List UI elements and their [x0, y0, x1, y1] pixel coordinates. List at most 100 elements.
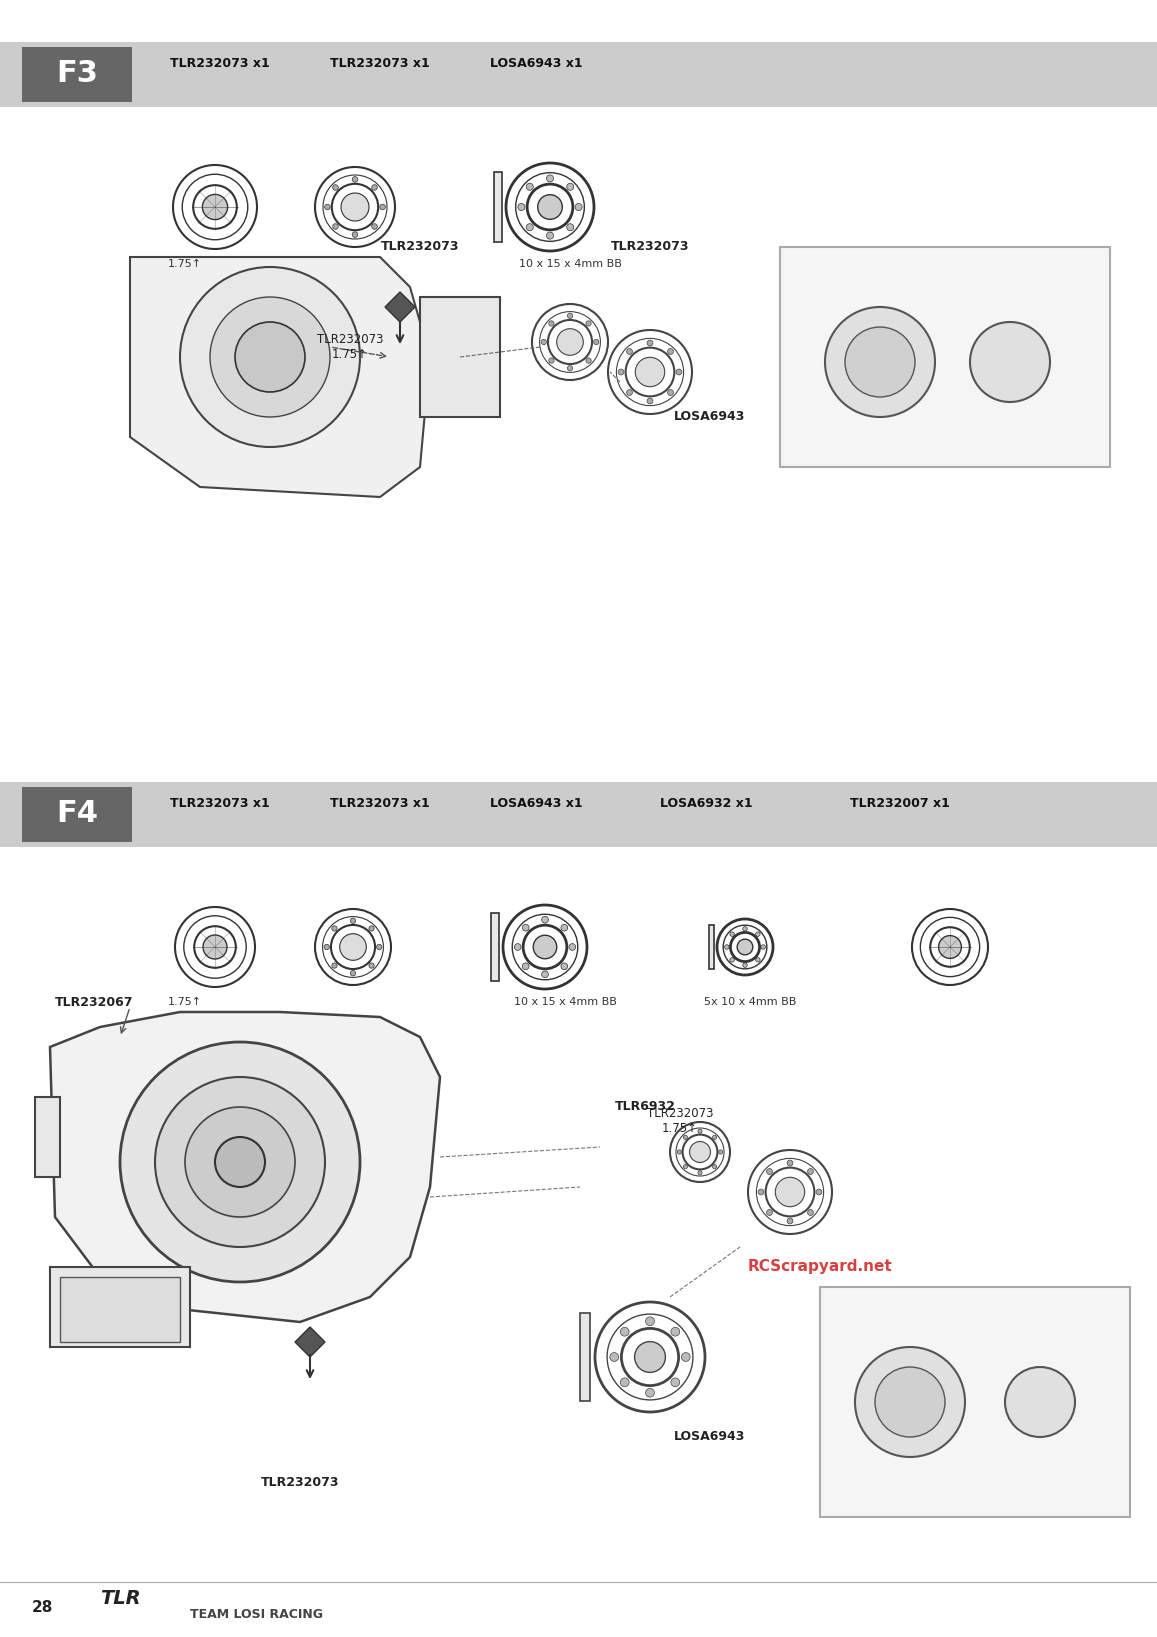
- Text: LOSA6932 x1: LOSA6932 x1: [659, 797, 752, 810]
- Circle shape: [671, 1378, 679, 1387]
- Circle shape: [730, 931, 735, 936]
- Circle shape: [627, 349, 633, 355]
- Circle shape: [533, 935, 557, 959]
- Circle shape: [808, 1210, 813, 1215]
- Circle shape: [620, 1378, 629, 1387]
- Circle shape: [627, 390, 633, 396]
- Circle shape: [737, 940, 753, 954]
- Polygon shape: [385, 291, 415, 322]
- Circle shape: [713, 1136, 716, 1139]
- Circle shape: [825, 308, 935, 417]
- Text: F3: F3: [56, 59, 98, 88]
- Circle shape: [646, 1388, 655, 1396]
- Circle shape: [538, 195, 562, 219]
- Circle shape: [594, 339, 599, 345]
- Text: TEAM LOSI RACING: TEAM LOSI RACING: [190, 1609, 323, 1622]
- Circle shape: [758, 1188, 764, 1195]
- Circle shape: [646, 1316, 655, 1326]
- Circle shape: [970, 322, 1051, 403]
- Circle shape: [351, 971, 355, 976]
- Circle shape: [376, 945, 382, 949]
- Circle shape: [787, 1218, 793, 1224]
- Circle shape: [235, 322, 305, 391]
- Circle shape: [635, 357, 665, 386]
- Circle shape: [548, 321, 554, 326]
- Circle shape: [332, 963, 337, 967]
- Circle shape: [618, 368, 624, 375]
- Bar: [0, 43, 1157, 106]
- Bar: [50, 1267, 190, 1347]
- Circle shape: [561, 925, 568, 931]
- Circle shape: [620, 1328, 629, 1336]
- Circle shape: [677, 1149, 681, 1154]
- Circle shape: [724, 945, 729, 949]
- Bar: [494, 172, 502, 242]
- Circle shape: [325, 205, 330, 210]
- Circle shape: [808, 1169, 813, 1174]
- Circle shape: [730, 958, 735, 963]
- Text: TLR232073: TLR232073: [611, 241, 690, 254]
- Circle shape: [567, 313, 573, 319]
- Circle shape: [668, 349, 673, 355]
- Circle shape: [567, 183, 574, 190]
- Circle shape: [155, 1077, 325, 1247]
- Text: TLR232073: TLR232073: [381, 241, 459, 254]
- Circle shape: [634, 1342, 665, 1372]
- Bar: [0, 782, 1157, 846]
- Text: TLR232073
1.75↑: TLR232073 1.75↑: [647, 1107, 713, 1134]
- Text: TLR232073: TLR232073: [260, 1475, 339, 1488]
- Circle shape: [743, 963, 747, 967]
- Text: TLR232073
1.75↑: TLR232073 1.75↑: [317, 332, 383, 362]
- Polygon shape: [295, 1328, 325, 1357]
- Bar: [820, 1287, 1130, 1517]
- Circle shape: [352, 232, 358, 237]
- Circle shape: [379, 205, 385, 210]
- Circle shape: [352, 177, 358, 182]
- Circle shape: [369, 963, 374, 967]
- Circle shape: [575, 203, 582, 211]
- Circle shape: [681, 1352, 690, 1362]
- Circle shape: [775, 1177, 805, 1206]
- Polygon shape: [130, 257, 430, 498]
- Circle shape: [585, 321, 591, 326]
- Circle shape: [938, 936, 961, 958]
- Text: TLR232073 x1: TLR232073 x1: [330, 57, 429, 70]
- Circle shape: [1005, 1367, 1075, 1437]
- Circle shape: [585, 359, 591, 363]
- Circle shape: [369, 927, 374, 931]
- Circle shape: [371, 185, 377, 190]
- Bar: [780, 247, 1110, 467]
- Bar: [35, 1097, 60, 1177]
- Text: TLR232073 x1: TLR232073 x1: [170, 57, 270, 70]
- Circle shape: [671, 1328, 679, 1336]
- Circle shape: [845, 327, 915, 398]
- Text: TLR232007 x1: TLR232007 x1: [850, 797, 950, 810]
- Circle shape: [557, 329, 583, 355]
- Text: LOSA6943: LOSA6943: [675, 1431, 746, 1444]
- Circle shape: [526, 224, 533, 231]
- Circle shape: [855, 1347, 965, 1457]
- Circle shape: [569, 943, 576, 951]
- Text: TLR6932: TLR6932: [616, 1100, 676, 1113]
- FancyArrowPatch shape: [397, 319, 404, 342]
- FancyArrowPatch shape: [307, 1355, 314, 1377]
- Bar: [22, 787, 132, 841]
- Circle shape: [546, 175, 553, 182]
- Bar: [420, 296, 500, 417]
- Circle shape: [761, 945, 766, 949]
- Circle shape: [816, 1188, 821, 1195]
- Bar: [709, 925, 714, 969]
- Circle shape: [676, 368, 681, 375]
- Text: TLR232073 x1: TLR232073 x1: [330, 797, 429, 810]
- Text: 5x 10 x 4mm BB: 5x 10 x 4mm BB: [703, 997, 796, 1007]
- Circle shape: [756, 931, 760, 936]
- Circle shape: [515, 943, 521, 951]
- Text: 10 x 15 x 4mm BB: 10 x 15 x 4mm BB: [518, 259, 621, 268]
- Circle shape: [541, 339, 546, 345]
- Circle shape: [333, 224, 338, 229]
- Circle shape: [698, 1130, 702, 1133]
- Circle shape: [567, 224, 574, 231]
- Text: LOSA6943 x1: LOSA6943 x1: [491, 57, 583, 70]
- Circle shape: [332, 927, 337, 931]
- Circle shape: [324, 945, 330, 949]
